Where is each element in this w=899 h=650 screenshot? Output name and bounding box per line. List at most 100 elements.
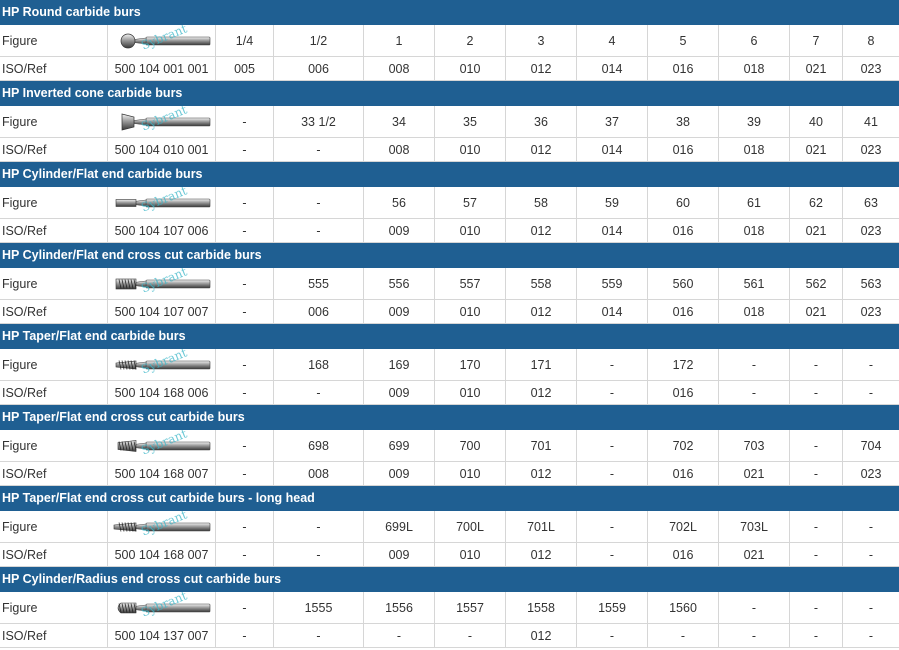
iso-cell: 014 xyxy=(577,57,648,80)
figure-row: Figure Sybrant - -699L 700L 701L -702L 703L - - xyxy=(0,511,899,543)
iso-cell: 009 xyxy=(364,300,435,323)
iso-cell: - xyxy=(216,138,274,161)
figure-cell: - xyxy=(719,349,790,380)
iso-row-label: ISO/Ref xyxy=(0,300,108,323)
figure-cell: 35 xyxy=(435,106,506,137)
ref-number: 500 104 168 006 xyxy=(108,381,216,404)
figure-row-label: Figure xyxy=(0,349,108,380)
iso-cell: - xyxy=(577,543,648,566)
ref-number: 500 104 168 007 xyxy=(108,462,216,485)
figure-cell: 1557 xyxy=(435,592,506,623)
figure-cell: 701L xyxy=(506,511,577,542)
figure-cell: 169 xyxy=(364,349,435,380)
section-title: HP Taper/Flat end carbide burs xyxy=(0,324,899,349)
figure-row: Figure Sybrant -698 699 700 701-702 703-704 xyxy=(0,430,899,462)
figure-row: Figure Sybrant -555 556 557 558 559 560 561 562 56… xyxy=(0,268,899,300)
figure-cell: - xyxy=(216,511,274,542)
figure-cell: - xyxy=(868,600,874,615)
iso-cell: 021 xyxy=(790,300,843,323)
figure-cell: 1556 xyxy=(364,592,435,623)
bur-picture-cell: Sybrant xyxy=(108,25,216,56)
iso-cell: - xyxy=(435,624,506,647)
figure-cell: 39 xyxy=(719,106,790,137)
iso-cell: 010 xyxy=(435,300,506,323)
figure-cell: 59 xyxy=(577,187,648,218)
figure-cell: 3 xyxy=(506,25,577,56)
iso-cell: 014 xyxy=(577,219,648,242)
ref-number: 500 104 168 007 xyxy=(108,543,216,566)
ref-number: 500 104 137 007 xyxy=(108,624,216,647)
iso-cell: 012 xyxy=(506,300,577,323)
iso-cell: - xyxy=(790,462,843,485)
figure-cell: 170 xyxy=(435,349,506,380)
figure-cell: - xyxy=(216,268,274,299)
figure-cell: - xyxy=(216,187,274,218)
bur-picture-cell: Sybrant xyxy=(108,592,216,623)
iso-cell: 012 xyxy=(506,57,577,80)
figure-cell: 699L xyxy=(364,511,435,542)
figure-cell: 559 xyxy=(577,268,648,299)
figure-cell: 1560 xyxy=(648,592,719,623)
figure-cell: 60 xyxy=(648,187,719,218)
iso-cell: 016 xyxy=(648,462,719,485)
iso-cell: - xyxy=(577,462,648,485)
iso-cell: - xyxy=(274,381,364,404)
figure-cell: 1/2 xyxy=(274,25,364,56)
iso-cell: 023 xyxy=(860,466,882,481)
iso-cell: 005 xyxy=(216,57,274,80)
figure-cell: 8 xyxy=(867,33,875,48)
iso-cell: - xyxy=(274,219,364,242)
iso-cell: 008 xyxy=(364,138,435,161)
figure-cell: 4 xyxy=(577,25,648,56)
figure-cell: 56 xyxy=(364,187,435,218)
figure-cell: 1555 xyxy=(274,592,364,623)
figure-cell: 700 xyxy=(435,430,506,461)
iso-cell: - xyxy=(719,624,790,647)
taper-longhead-bur-icon: Sybrant xyxy=(112,511,212,541)
figure-cell: 61 xyxy=(719,187,790,218)
iso-cell: 016 xyxy=(648,57,719,80)
iso-cell: 010 xyxy=(435,57,506,80)
figure-cell: 36 xyxy=(506,106,577,137)
figure-cell: 1 xyxy=(364,25,435,56)
iso-row: ISO/Ref 500 104 107 007-006 009 010 012 014 01… xyxy=(0,300,899,324)
iso-cell: 016 xyxy=(648,381,719,404)
figure-cell: - xyxy=(216,430,274,461)
figure-cell: 7 xyxy=(790,25,843,56)
iso-cell: 021 xyxy=(719,462,790,485)
ref-number: 500 104 107 007 xyxy=(108,300,216,323)
section-title: HP Taper/Flat end cross cut carbide burs… xyxy=(0,486,899,511)
iso-cell: 012 xyxy=(506,624,577,647)
figure-cell: - xyxy=(577,430,648,461)
iso-cell: 010 xyxy=(435,381,506,404)
iso-cell: 010 xyxy=(435,462,506,485)
iso-row: ISO/Ref 500 104 001 001 005 006 008 010 012 014… xyxy=(0,57,899,81)
cylinder-bur-icon: Sybrant xyxy=(112,187,212,217)
iso-cell: - xyxy=(790,543,843,566)
figure-cell: 555 xyxy=(274,268,364,299)
bur-picture-cell: Sybrant xyxy=(108,268,216,299)
section-title: HP Cylinder/Flat end cross cut carbide b… xyxy=(0,243,899,268)
iso-cell: - xyxy=(364,624,435,647)
iso-cell: - xyxy=(719,381,790,404)
bur-picture-cell: Sybrant xyxy=(108,349,216,380)
figure-cell: 58 xyxy=(506,187,577,218)
iso-cell: 012 xyxy=(506,138,577,161)
figure-cell: 168 xyxy=(274,349,364,380)
figure-row-label: Figure xyxy=(0,268,108,299)
figure-cell: 171 xyxy=(506,349,577,380)
iso-row: ISO/Ref 500 104 168 007- -009 010 012-016 021… xyxy=(0,543,899,567)
iso-cell: 016 xyxy=(648,300,719,323)
figure-cell: - xyxy=(790,430,843,461)
iso-cell: 023 xyxy=(860,304,882,319)
figure-cell: 560 xyxy=(648,268,719,299)
iso-cell: - xyxy=(868,547,874,562)
iso-cell: - xyxy=(790,381,843,404)
iso-cell: 018 xyxy=(719,219,790,242)
iso-cell: 009 xyxy=(364,462,435,485)
figure-cell: 63 xyxy=(864,195,878,210)
section-title: HP Inverted cone carbide burs xyxy=(0,81,899,106)
iso-row-label: ISO/Ref xyxy=(0,219,108,242)
iso-cell: - xyxy=(577,624,648,647)
iso-cell: 012 xyxy=(506,381,577,404)
